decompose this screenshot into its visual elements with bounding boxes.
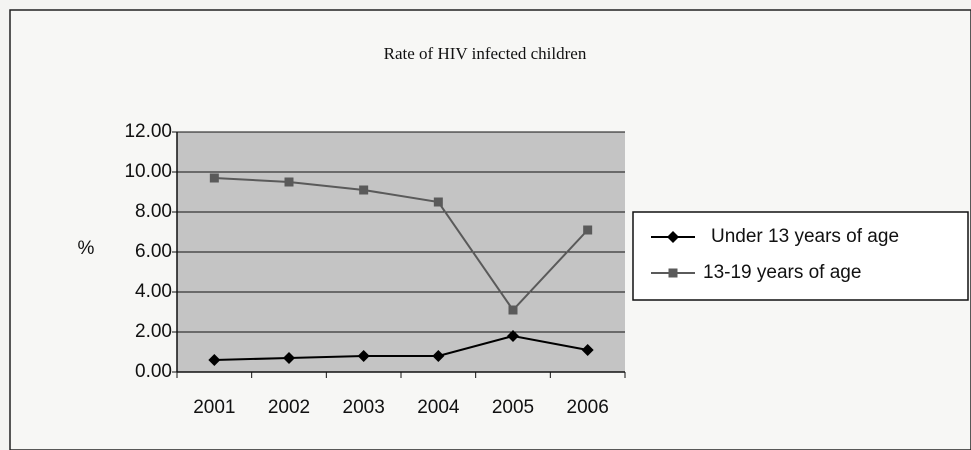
y-tick-label: 10.00 bbox=[124, 161, 172, 182]
marker bbox=[359, 185, 369, 195]
chart-title: Rate of HIV infected children bbox=[384, 44, 587, 63]
legend-label: 13-19 years of age bbox=[703, 262, 861, 283]
legend-label: Under 13 years of age bbox=[711, 226, 899, 247]
y-tick-label: 4.00 bbox=[135, 281, 172, 302]
marker bbox=[667, 231, 679, 243]
marker bbox=[507, 330, 519, 342]
marker bbox=[209, 173, 219, 183]
x-tick-label: 2001 bbox=[193, 397, 235, 418]
series-line bbox=[214, 334, 588, 361]
series-line bbox=[214, 177, 589, 312]
marker bbox=[583, 225, 593, 235]
marker bbox=[432, 350, 445, 362]
x-tick-label: 2005 bbox=[492, 397, 534, 418]
x-tick-label: 2002 bbox=[268, 397, 310, 418]
marker bbox=[581, 344, 594, 356]
y-tick-label: 6.00 bbox=[135, 241, 172, 262]
y-tick-label: 8.00 bbox=[135, 201, 172, 222]
marker bbox=[433, 197, 443, 207]
marker bbox=[357, 350, 370, 362]
marker bbox=[284, 177, 294, 187]
x-tick-label: 2003 bbox=[343, 397, 385, 418]
marker bbox=[508, 305, 518, 315]
y-tick-label: 0.00 bbox=[135, 361, 172, 382]
y-tick-label: 12.00 bbox=[124, 121, 172, 142]
x-tick-label: 2006 bbox=[567, 397, 609, 418]
y-tick-label: 2.00 bbox=[135, 321, 172, 342]
marker bbox=[668, 268, 678, 278]
legend-box bbox=[632, 211, 969, 301]
y-axis-label: % bbox=[78, 238, 95, 259]
marker bbox=[283, 352, 295, 364]
marker bbox=[208, 354, 221, 366]
x-tick-label: 2004 bbox=[417, 397, 460, 418]
